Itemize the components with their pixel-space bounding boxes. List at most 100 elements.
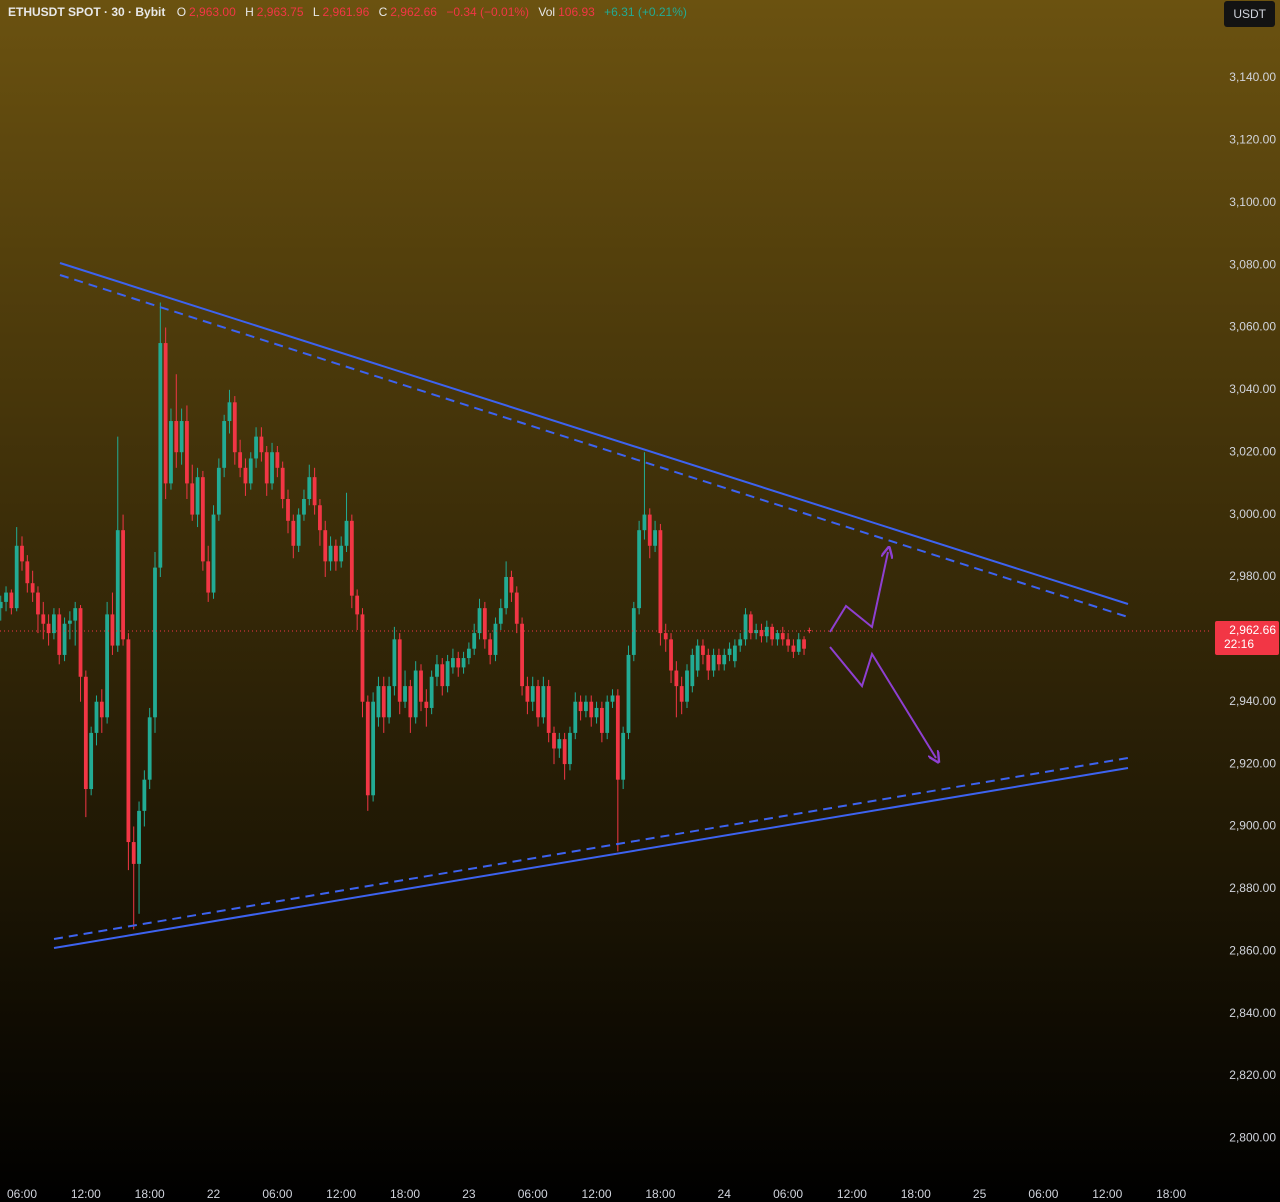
candle-body	[477, 608, 482, 634]
candle-body	[52, 614, 56, 634]
candle-body	[610, 695, 615, 702]
candle-body	[514, 592, 519, 624]
x-tick-label: 12:00	[1092, 1187, 1122, 1201]
candle-body	[264, 452, 269, 484]
candle-body	[381, 686, 386, 718]
candle-body	[445, 661, 450, 687]
candle-body	[57, 614, 62, 655]
volume-change: +6.31 (+0.21%)	[604, 5, 687, 19]
candle-body	[270, 452, 274, 484]
y-tick-label: 2,920.00	[1229, 756, 1276, 770]
candle-body	[520, 623, 524, 687]
candle-body	[20, 545, 24, 562]
y-tick-label: 2,860.00	[1229, 943, 1276, 957]
volume-label: Vol	[538, 5, 556, 19]
x-tick-label: 06:00	[7, 1187, 37, 1201]
candle-body	[110, 614, 115, 646]
candle-body	[791, 645, 796, 652]
candle-body	[419, 670, 423, 702]
candle-body	[802, 639, 806, 649]
y-tick-label: 2,880.00	[1229, 881, 1276, 895]
trend-line	[59, 274, 1129, 618]
candle-body	[584, 701, 588, 712]
candle-body	[99, 701, 104, 718]
candle-body	[392, 639, 397, 687]
x-tick-label: 06:00	[518, 1187, 548, 1201]
candle-body	[498, 608, 503, 624]
candle-body	[557, 739, 562, 749]
last-price-label: 2,962.66	[1229, 623, 1276, 637]
candle-body	[238, 452, 243, 468]
currency-button[interactable]: USDT	[1224, 1, 1275, 27]
candle-body	[626, 654, 631, 733]
candle-body	[653, 530, 657, 546]
candle-body	[94, 701, 99, 733]
candle-body	[403, 686, 407, 702]
candle-body	[732, 645, 737, 662]
candle-body	[552, 732, 556, 749]
candle-body	[115, 530, 120, 646]
countdown-label: 22:16	[1224, 637, 1254, 651]
candle-body	[280, 467, 285, 499]
candle-body	[158, 343, 163, 568]
candle-body	[727, 648, 732, 655]
candle-body	[179, 421, 184, 453]
candle-body	[137, 810, 141, 864]
x-tick-label: 12:00	[71, 1187, 101, 1201]
candle-body	[599, 707, 604, 733]
candle-body	[222, 421, 227, 468]
candle-body	[413, 670, 418, 718]
candle-body	[121, 530, 125, 640]
candle-body	[568, 732, 572, 765]
candle-body	[147, 717, 152, 780]
candle-body	[376, 686, 381, 718]
candle-body	[67, 620, 72, 624]
x-tick-label: 22	[207, 1187, 221, 1201]
candle-body	[637, 530, 642, 609]
ohlc-label: L	[312, 5, 320, 19]
candle-body	[312, 477, 317, 506]
candle-body	[488, 639, 493, 655]
y-tick-label: 3,020.00	[1229, 444, 1276, 458]
candle-body	[397, 639, 402, 702]
y-tick-label: 2,840.00	[1229, 1006, 1276, 1020]
x-tick-label: 24	[718, 1187, 732, 1201]
legend-readout: ETHUSDT SPOT · 30 · Bybit O 2,963.00 H 2,9…	[8, 5, 690, 19]
candle-body	[169, 421, 173, 484]
candle-body	[690, 654, 695, 687]
drawings	[53, 262, 1129, 949]
candle-body	[227, 402, 232, 422]
candle-body	[323, 530, 328, 562]
y-tick-label: 3,000.00	[1229, 507, 1276, 521]
candle-body	[30, 583, 35, 593]
candle-body	[679, 686, 684, 702]
candle-body	[232, 402, 237, 453]
candle-body	[344, 520, 349, 546]
candle-body	[796, 639, 801, 652]
x-tick-label: 18:00	[390, 1187, 420, 1201]
candle-body	[530, 686, 535, 702]
y-tick-label: 2,820.00	[1229, 1068, 1276, 1082]
volume-value: 106.93	[558, 5, 595, 19]
axes: 2,800.00 2,820.00 2,840.00 2,860.00 2,880.00…	[7, 70, 1279, 1201]
x-tick-label: 06:00	[262, 1187, 292, 1201]
trend-line	[53, 757, 1129, 940]
x-tick-label: 18:00	[645, 1187, 675, 1201]
candle-body	[318, 505, 322, 531]
candle-body	[302, 498, 306, 515]
candle-body	[770, 626, 775, 640]
candle-body	[126, 639, 131, 843]
ohlc-label: C	[378, 5, 388, 19]
candle-body	[631, 608, 636, 655]
plot-area	[0, 302, 1210, 930]
trend-line	[59, 262, 1129, 605]
candle-body	[578, 701, 583, 712]
x-tick-label: 12:00	[326, 1187, 356, 1201]
candle-body	[435, 664, 439, 677]
candle-body	[669, 639, 673, 671]
candle-body	[307, 477, 312, 499]
candle-body	[615, 695, 620, 780]
candle-body	[536, 686, 540, 718]
